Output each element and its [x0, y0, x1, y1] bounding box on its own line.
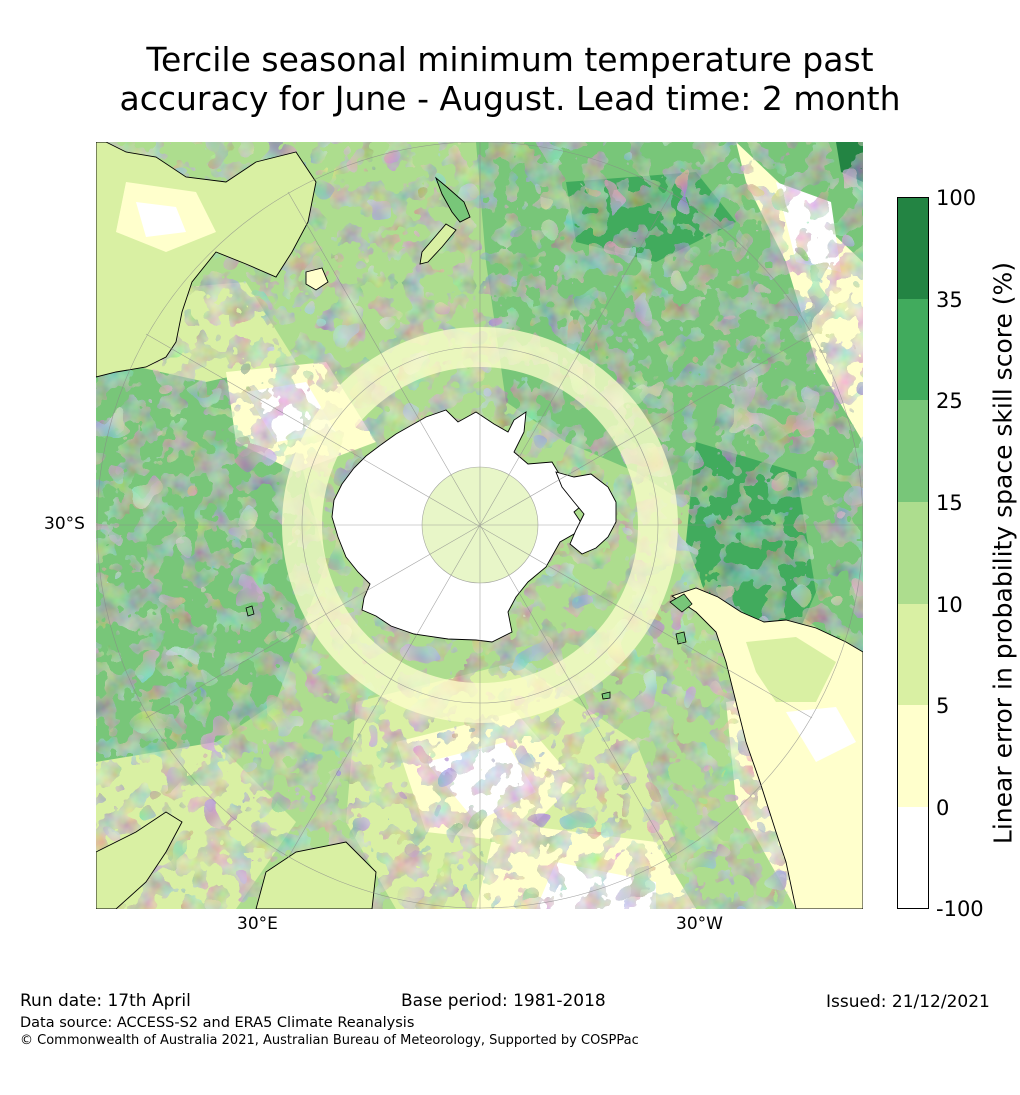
colorbar-bin-25-35	[897, 299, 929, 400]
colorbar-tick-35: 35	[936, 288, 963, 312]
lat-label-30s: 30°S	[44, 514, 85, 534]
colorbar-bin-10-15	[897, 502, 929, 604]
colorbar	[897, 197, 929, 909]
colorbar-bin-0-5	[897, 705, 929, 807]
madagascar-land	[255, 841, 377, 909]
colorbar-tick-neg100: -100	[936, 897, 984, 921]
map-title: Tercile seasonal minimum temperature pas…	[0, 40, 1020, 118]
colorbar-tick-0: 0	[936, 796, 950, 820]
antarctic-peninsula	[555, 471, 617, 555]
colorbar-tick-10: 10	[936, 593, 963, 617]
graticule	[96, 142, 863, 909]
colorbar-bin-35-100	[897, 197, 929, 299]
colorbar-tick-15: 15	[936, 491, 963, 515]
colorbar-bin-5-10	[897, 604, 929, 705]
colorbar-tick-25: 25	[936, 389, 963, 413]
copyright: © Commonwealth of Australia 2021, Austra…	[20, 1033, 639, 1048]
new-zealand-north-island	[434, 176, 471, 223]
colorbar-title: Linear error in probability space skill …	[988, 261, 1018, 845]
tasmania-land	[305, 267, 329, 291]
run-date: Run date: 17th April	[20, 991, 191, 1011]
issued-date: Issued: 21/12/2021	[826, 992, 990, 1012]
new-zealand-south-island	[419, 223, 457, 265]
colorbar-bin-15-25	[897, 400, 929, 502]
south-polar-skill-map	[96, 142, 863, 909]
lon-label-30e: 30°E	[237, 914, 278, 934]
africa-land	[96, 811, 183, 909]
lon-label-30w: 30°W	[676, 914, 723, 934]
title-line-1: Tercile seasonal minimum temperature pas…	[146, 40, 874, 79]
data-source: Data source: ACCESS-S2 and ERA5 Climate …	[20, 1015, 415, 1031]
colorbar-bin-neg100-0	[897, 807, 929, 909]
base-period: Base period: 1981-2018	[401, 991, 606, 1011]
title-line-2: accuracy for June - August. Lead time: 2…	[119, 79, 901, 118]
colorbar-tick-100: 100	[936, 186, 977, 210]
colorbar-tick-5: 5	[936, 694, 950, 718]
